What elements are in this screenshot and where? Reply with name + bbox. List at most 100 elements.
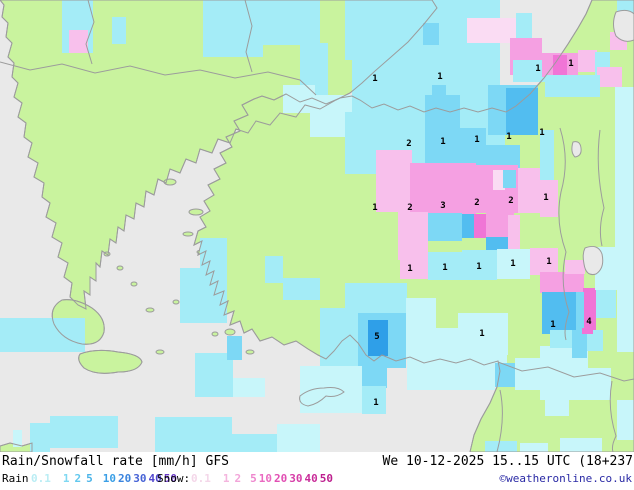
precip-cell [540, 130, 554, 180]
precip-cell [513, 60, 545, 82]
lake [582, 246, 604, 275]
precip-cell [572, 330, 587, 358]
country-border [244, 0, 253, 73]
coastline [299, 387, 345, 407]
precip-value: 1 [474, 135, 479, 145]
precip-cell [428, 252, 462, 280]
precip-value: 1 [506, 132, 511, 142]
precip-value: 1 [407, 264, 412, 274]
snow-scale: 0.1 1 2 5 10 20 30 40 50 [190, 471, 333, 487]
precip-value: 1 [543, 193, 548, 203]
lake [571, 141, 582, 158]
precip-cell [506, 88, 538, 135]
precip-value: 1 [539, 128, 544, 138]
precip-cell [362, 358, 387, 388]
precip-value: 1 [442, 263, 447, 273]
rain-scale-value: 20 [118, 472, 132, 485]
precip-cell [50, 416, 118, 448]
precip-cell [200, 238, 227, 270]
precip-cell [283, 278, 320, 300]
precip-cell [376, 150, 402, 212]
precipitation-values: 1 1 1 1 2 1 1 1 1 1 1 2 3 2 2 1 1 1 1 1 5 1 1 4 1 [372, 59, 592, 408]
snow-scale-value: 5 [250, 472, 257, 485]
precip-cell [493, 170, 505, 190]
precip-value: 1 [476, 262, 481, 272]
country-border [597, 129, 605, 247]
island [155, 349, 165, 355]
precip-cell [520, 443, 548, 452]
country-border [0, 61, 317, 96]
precip-cell [407, 358, 495, 390]
legend-footer: Rain/Snowfall rate [mm/h] GFS We 10-12-2… [0, 452, 634, 490]
precip-value: 1 [550, 320, 555, 330]
precip-value: 2 [407, 203, 412, 213]
precip-cell [545, 384, 569, 416]
snow-scale-value: 2 [234, 472, 242, 485]
rain-scale: 0.1 1 2 5 10 20 30 40 50 [26, 471, 177, 487]
precip-cell [587, 330, 603, 351]
snow-scale-value: 20 [274, 472, 288, 485]
precip-cell [368, 320, 388, 356]
island [211, 331, 219, 337]
map-title-text: Rain/Snowfall rate [mm/h] [2, 454, 198, 469]
precip-cell [352, 55, 407, 117]
precip-cell [596, 290, 616, 318]
precip-cell [410, 163, 476, 215]
precip-cell [565, 260, 585, 274]
precip-cell [560, 438, 602, 452]
precip-cell [553, 55, 567, 77]
weather-map: 1 1 1 1 2 1 1 1 1 1 1 2 3 2 2 1 1 1 1 1 5 1 1 4 1 [0, 0, 634, 452]
rain-scale-value: 10 [102, 472, 116, 485]
island [172, 299, 180, 305]
precip-cell [203, 40, 263, 57]
country-border [85, 0, 95, 65]
precip-cell [462, 214, 474, 238]
rain-scale-value: 1 [62, 472, 70, 485]
precip-cell [582, 328, 593, 334]
precip-value: 1 [373, 398, 378, 408]
precip-cell [428, 213, 462, 241]
precip-cell [462, 250, 497, 280]
precip-cell [400, 245, 428, 279]
precip-cell [227, 336, 242, 360]
copyright-link[interactable]: ©weatheronline.co.uk [499, 472, 632, 485]
snow-scale-value: 1 [222, 472, 230, 485]
snow-scale-value: 10 [258, 472, 272, 485]
precip-cell [458, 313, 508, 355]
precip-value: 1 [437, 72, 442, 82]
island [182, 231, 194, 237]
precip-value: 4 [586, 317, 592, 327]
snow-scale-label: Snow: [157, 472, 191, 485]
lake [613, 9, 634, 42]
precip-cell [69, 30, 88, 53]
precip-cell [423, 23, 439, 45]
rain-scale-value: 2 [74, 472, 82, 485]
snow-scale-value: 30 [289, 472, 303, 485]
precip-value: 1 [510, 259, 515, 269]
model-name: GFS [205, 454, 229, 469]
precip-value: 1 [479, 329, 484, 339]
rain-scale-value: 0.1 [31, 472, 51, 485]
island [188, 208, 204, 216]
country-border [496, 389, 503, 452]
country-border [609, 380, 617, 452]
precip-cell [13, 430, 22, 447]
precip-cell [597, 67, 622, 87]
map-datetime: We 10-12-2025 15..15 UTC (18+237 [382, 454, 633, 469]
rain-scale-label: Rain [2, 472, 29, 485]
precip-value: 1 [440, 137, 445, 147]
precip-value: 5 [374, 332, 379, 342]
map-title: Rain/Snowfall rate [mm/h] GFS [2, 454, 229, 469]
coastline [0, 442, 33, 452]
legend-scale-row: Rain 0.1 1 2 5 10 20 30 40 50 Snow: 0.1 1 2 5 10 20 30… [0, 471, 634, 487]
precip-value: 2 [474, 198, 479, 208]
rain-scale-value: 5 [86, 472, 93, 485]
precip-cell [362, 386, 386, 414]
island [224, 328, 236, 336]
precip-value: 1 [546, 257, 551, 267]
legend-title-row: Rain/Snowfall rate [mm/h] GFS We 10-12-2… [0, 454, 634, 469]
precip-cell [503, 170, 516, 188]
snow-scale-value: 40 [304, 472, 318, 485]
precip-cell [508, 215, 520, 255]
